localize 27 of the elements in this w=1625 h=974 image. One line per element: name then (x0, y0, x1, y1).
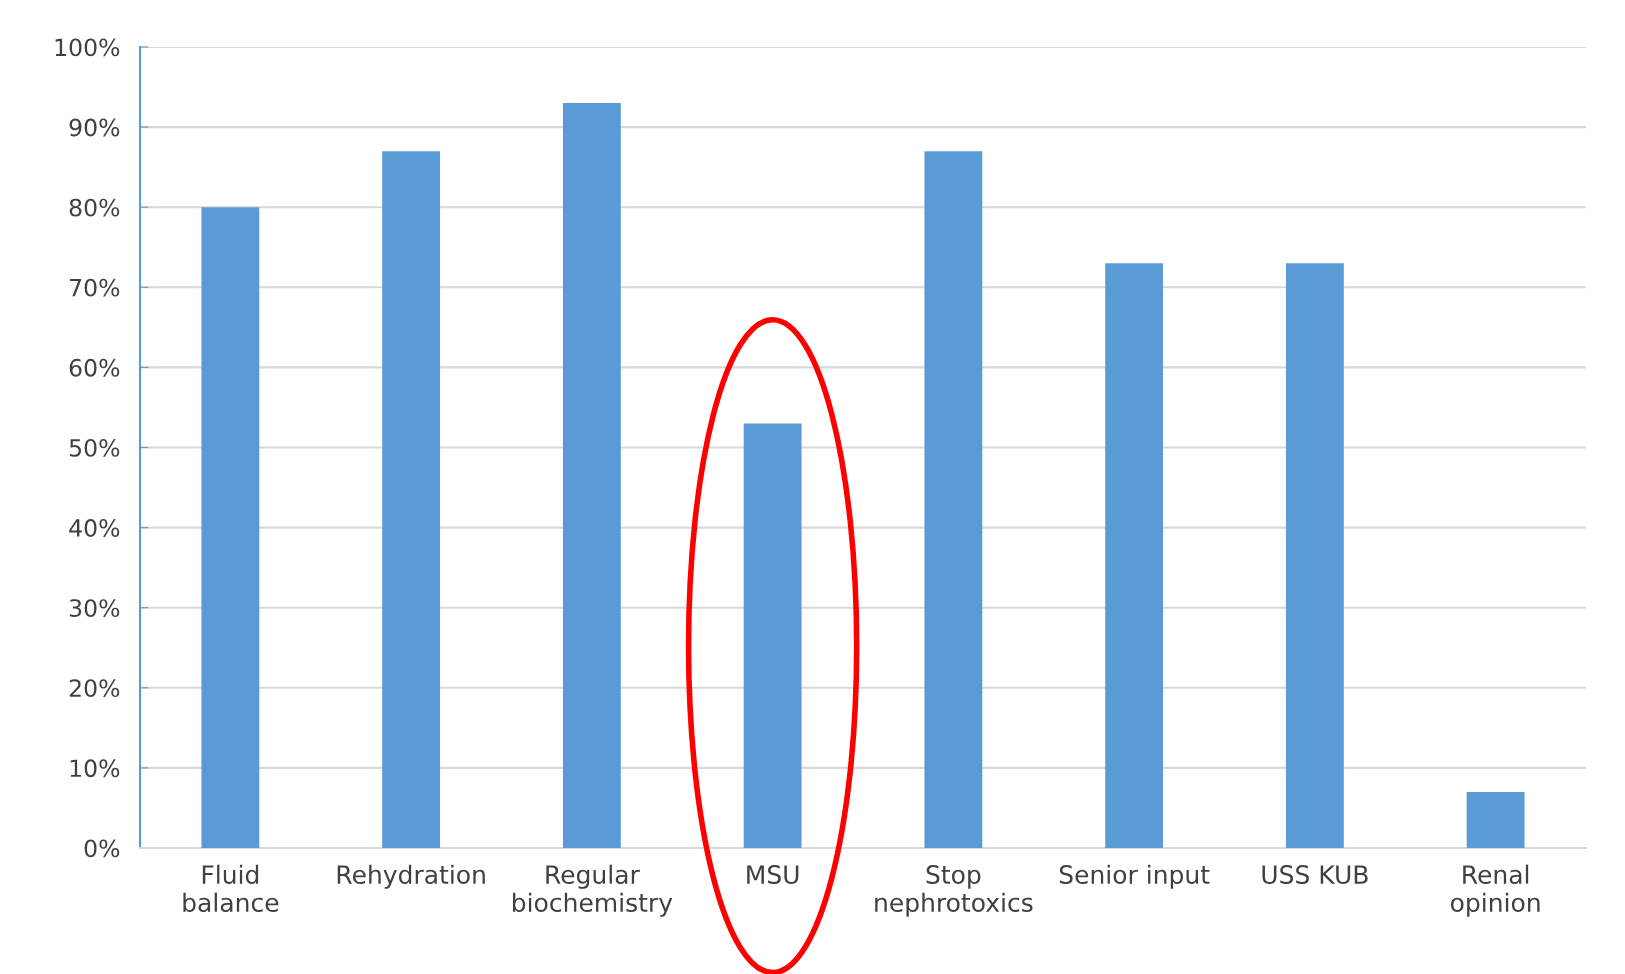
y-tick-label: 90% (69, 118, 120, 137)
x-tick-label: Senior input (1059, 864, 1210, 889)
bar (743, 423, 802, 848)
y-tick-label: 30% (69, 599, 120, 618)
y-tick-label: 60% (69, 358, 120, 377)
y-tick-label: 0% (84, 839, 120, 858)
bar (562, 103, 621, 848)
x-tick-label: Rehydration (337, 864, 485, 889)
x-tick-label: Fluid balance (183, 864, 279, 913)
y-tick-label: 70% (70, 278, 120, 297)
bar (1466, 791, 1525, 848)
bar (382, 151, 441, 848)
y-tick-label: 100% (55, 38, 120, 57)
y-tick-label: 20% (69, 679, 120, 698)
y-tick-label: 50% (69, 438, 120, 457)
bar (1285, 263, 1344, 848)
y-tick-label: 10% (70, 759, 120, 778)
bar (924, 151, 983, 848)
x-tick-label: MSU (747, 865, 799, 885)
x-tick-label: USS KUB (1262, 865, 1368, 885)
x-tick-label: Stop nephrotoxics (875, 865, 1033, 917)
bar (1105, 263, 1164, 848)
y-tick-label: 40% (69, 519, 120, 537)
bar (201, 207, 260, 848)
x-tick-label: Renal opinion (1450, 864, 1540, 917)
y-tick-label: 80% (69, 198, 120, 217)
x-tick-label: Regular biochemistry (513, 864, 673, 917)
